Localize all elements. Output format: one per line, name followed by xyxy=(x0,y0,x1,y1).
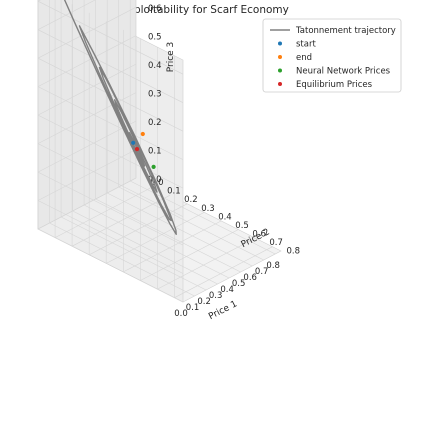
marker-neural-network-prices xyxy=(151,164,156,169)
z-axis-label: Price 3 xyxy=(166,42,176,73)
legend-dot-neural-network xyxy=(278,68,282,73)
x-gridline-floor xyxy=(49,222,195,297)
price-markers xyxy=(131,131,156,169)
legend-entry-end: end xyxy=(278,53,312,63)
legend-entry-start: start xyxy=(278,40,316,50)
y-gridline-floor xyxy=(140,229,239,281)
y-tick-label: 0.8 xyxy=(287,247,301,257)
x-tick-label: 0.7 xyxy=(255,267,269,277)
z-gridline-left-wall xyxy=(37,86,184,160)
z-tick-label: 0.3 xyxy=(148,90,162,100)
legend-dot-end xyxy=(278,55,282,59)
legend-label-equilibrium: Equilibrium Prices xyxy=(296,80,373,90)
z-gridline-right-wall xyxy=(37,0,96,30)
x-gridline-floor xyxy=(95,198,241,273)
x-tick-label: 0.0 xyxy=(174,309,188,319)
z-gridline-left-wall xyxy=(37,29,184,103)
x-gridline-floor xyxy=(72,210,218,285)
x-tick-label: 0.2 xyxy=(197,297,211,307)
z-gridline-right-wall xyxy=(37,35,137,87)
legend-frame xyxy=(262,18,402,93)
x-tick-label: 0.5 xyxy=(232,279,246,289)
y-gridline-floor xyxy=(106,212,205,264)
y-tick-label: 0.2 xyxy=(184,195,198,205)
marker-start xyxy=(131,140,136,145)
legend-label-trajectory: Tatonnement trajectory xyxy=(295,26,396,36)
y-gridline-floor xyxy=(123,220,222,273)
z-tick-label: 0.4 xyxy=(148,61,162,71)
z-gridline-right-wall xyxy=(37,63,137,116)
z-gridline-left-wall xyxy=(37,228,184,303)
axes-panes xyxy=(37,0,282,303)
marker-equilibrium-prices xyxy=(134,147,140,152)
z-gridline-left-wall xyxy=(37,114,184,189)
y-tick-label: 0.6 xyxy=(252,230,266,240)
z-gridline-right-wall xyxy=(37,149,137,201)
z-gridline-left-wall xyxy=(37,143,184,217)
x-tick-label: 0.4 xyxy=(220,285,234,295)
x-tick-label: 0.1 xyxy=(186,303,200,313)
z-tick-label: 0.5 xyxy=(148,33,162,43)
y-gridline-floor xyxy=(89,203,188,256)
y-gridline-floor xyxy=(54,186,154,238)
z-gridline-right-wall xyxy=(37,120,137,173)
marker-end xyxy=(140,131,145,137)
y-gridline-floor xyxy=(157,237,256,290)
legend-entry-neural-network: Neural Network Prices xyxy=(278,67,391,77)
x-gridline-floor xyxy=(83,204,230,279)
chart-title: Exploitability for Scarf Economy xyxy=(121,4,289,16)
axes-gridlines xyxy=(37,0,276,303)
z-gridline-left-wall xyxy=(37,200,184,274)
z-gridline-left-wall xyxy=(37,171,184,246)
legend-dot-equilibrium xyxy=(278,82,282,86)
x-tick-label: 0.8 xyxy=(266,261,280,271)
y-tick-label: 0.5 xyxy=(235,221,249,231)
x-tick-label: 0.3 xyxy=(209,291,223,301)
legend-dot-start xyxy=(278,41,282,46)
legend-entry-trajectory: Tatonnement trajectory xyxy=(270,26,396,36)
legend-label-end: end xyxy=(296,53,312,63)
legend-label-neural-network: Neural Network Prices xyxy=(296,67,391,77)
z-gridline-right-wall xyxy=(37,92,137,144)
z-tick-label: 0.1 xyxy=(148,147,162,157)
y-gridline-floor xyxy=(174,246,273,298)
legend-entry-equilibrium: Equilibrium Prices xyxy=(278,80,373,90)
x-gridline-floor xyxy=(60,216,207,291)
z-gridline-left-wall xyxy=(37,0,184,75)
y-gridline-floor xyxy=(71,194,171,247)
legend: Tatonnement trajectory start end Neural … xyxy=(262,18,402,93)
x-gridline-floor xyxy=(107,192,253,267)
x-axis-label: Price 1 xyxy=(207,299,239,322)
y-tick-label: 0.7 xyxy=(269,238,283,248)
y-tick-label: 0.3 xyxy=(201,204,215,214)
x-gridline-floor xyxy=(118,186,264,261)
z-tick-label: 0.6 xyxy=(148,4,162,14)
legend-label-start: start xyxy=(296,40,316,50)
z-gridline-right-wall xyxy=(37,177,137,230)
z-tick-label: 0.2 xyxy=(148,118,162,128)
z-gridline-right-wall xyxy=(37,6,137,59)
y-tick-label: 0.1 xyxy=(167,187,181,197)
x-tick-label: 0.6 xyxy=(243,273,257,283)
y-tick-label: 0.4 xyxy=(218,212,232,222)
